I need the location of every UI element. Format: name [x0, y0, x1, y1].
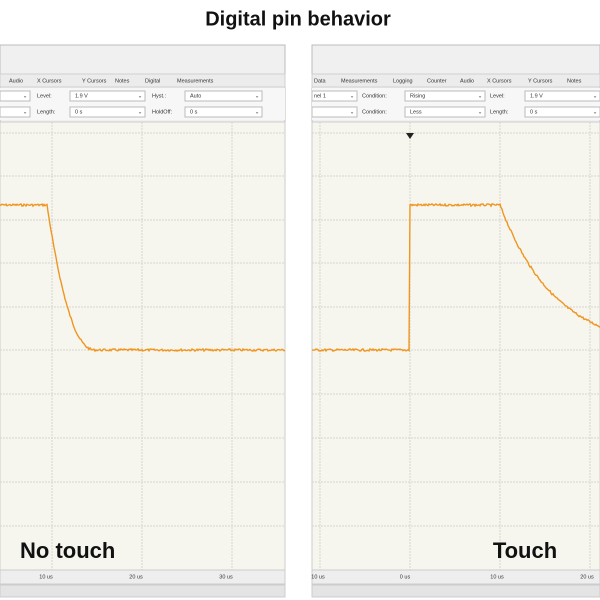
menu-tab[interactable]: Y Cursors	[528, 78, 553, 84]
dropdown-arrow: ⌄	[255, 93, 260, 99]
page-title: Digital pin behavior	[205, 8, 391, 30]
signal-trace	[312, 202, 600, 353]
plot-area	[311, 121, 600, 571]
menu-tab[interactable]: Data	[314, 78, 327, 84]
menu-tab[interactable]: Digital	[145, 78, 160, 84]
menu-tab[interactable]: X Cursors	[37, 78, 62, 84]
dropdown-arrow: ⌄	[593, 93, 598, 99]
dropdown[interactable]	[311, 90, 358, 102]
field-value: Rising	[410, 93, 425, 99]
dropdown[interactable]	[524, 90, 600, 102]
dropdown[interactable]	[404, 106, 486, 118]
field-label: Length:	[37, 109, 56, 115]
menu-tab[interactable]: Notes	[115, 78, 130, 84]
dropdown-arrow: ⌄	[350, 93, 355, 99]
field-value: Auto	[190, 93, 201, 99]
dropdown[interactable]	[69, 106, 146, 118]
field-value: 1.9 V	[530, 93, 543, 99]
time-axis-bar	[311, 569, 600, 585]
dropdown[interactable]	[0, 106, 31, 118]
menu-tab[interactable]: Audio	[460, 78, 474, 84]
time-label: 20 us	[129, 574, 143, 580]
field-value: 0 s	[530, 109, 538, 115]
scroll-bar	[0, 584, 286, 598]
dropdown-arrow: ⌄	[23, 109, 28, 115]
menu-tab[interactable]: X Cursors	[487, 78, 512, 84]
menu-tab[interactable]: Measurements	[341, 78, 378, 84]
field-value: Less	[410, 109, 422, 115]
time-label: 10 us	[39, 574, 53, 580]
dropdown-value: nel 1	[314, 93, 326, 99]
panel-label: Touch	[493, 538, 557, 563]
dropdown[interactable]	[0, 90, 31, 102]
dropdown-arrow: ⌄	[138, 93, 143, 99]
dropdown[interactable]	[311, 106, 358, 118]
dropdown-arrow: ⌄	[478, 93, 483, 99]
field-label: Condition:	[362, 109, 387, 115]
time-label: 20 us	[580, 574, 594, 580]
time-label: 0 us	[400, 574, 411, 580]
menu-tab[interactable]: Notes	[567, 78, 582, 84]
dropdown-arrow: ⌄	[23, 93, 28, 99]
dropdown-arrow: ⌄	[350, 109, 355, 115]
field-label: Level:	[37, 93, 52, 99]
time-axis-bar	[0, 569, 286, 585]
scope-panel: Data Measurements Logging Counter Audio X Cur…	[311, 44, 600, 598]
scroll-bar	[311, 584, 600, 598]
panel-label: No touch	[20, 538, 115, 563]
dropdown-arrow: ⌄	[478, 109, 483, 115]
trigger-marker	[406, 133, 414, 139]
menu-tab[interactable]: Measurements	[177, 78, 214, 84]
field-label: Condition:	[362, 93, 387, 99]
field-value: 0 s	[75, 109, 83, 115]
menu-tab[interactable]: Counter	[427, 78, 447, 84]
menu-tab[interactable]: Logging	[393, 78, 413, 84]
field-label: Hyst.:	[152, 93, 167, 99]
dropdown[interactable]	[184, 90, 263, 102]
time-label: 10 us	[490, 574, 504, 580]
menu-tab[interactable]: Y Cursors	[82, 78, 107, 84]
menu-tab[interactable]: Audio	[9, 78, 23, 84]
dropdown-arrow: ⌄	[138, 109, 143, 115]
field-label: Length:	[490, 109, 509, 115]
scope-panel: Audio X Cursors Y Cursors Notes Digital Measu…	[0, 44, 286, 598]
dropdown[interactable]	[524, 106, 600, 118]
dropdown[interactable]	[69, 90, 146, 102]
menu-bar	[0, 73, 286, 88]
field-label: HoldOff:	[152, 109, 173, 115]
dropdown[interactable]	[404, 90, 486, 102]
time-label: 10 us	[311, 574, 325, 580]
dropdown[interactable]	[184, 106, 263, 118]
signal-trace	[0, 203, 286, 353]
menu-bar	[311, 73, 600, 88]
field-label: Level:	[490, 93, 505, 99]
time-label: 30 us	[219, 574, 233, 580]
field-value: 0 s	[190, 109, 198, 115]
field-value: 1.9 V	[75, 93, 88, 99]
dropdown-arrow: ⌄	[593, 109, 598, 115]
dropdown-arrow: ⌄	[255, 109, 260, 115]
